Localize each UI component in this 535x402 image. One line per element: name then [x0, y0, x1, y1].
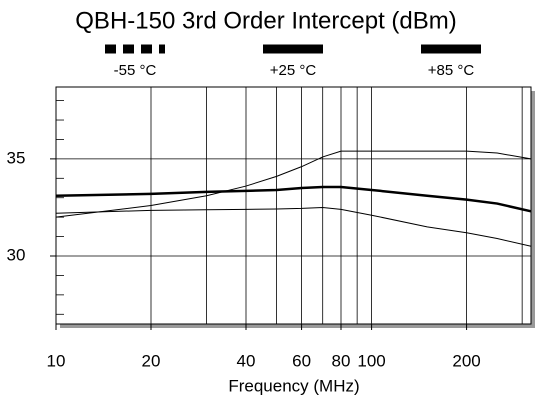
- x-tick-label: 10: [47, 351, 66, 370]
- y-tick-label: 35: [7, 148, 26, 167]
- chart-title: QBH-150 3rd Order Intercept (dBm): [75, 7, 456, 34]
- plot-area: [55, 86, 532, 325]
- legend-label: -55 °C: [114, 62, 157, 79]
- series-line: [55, 150, 532, 218]
- series-line: [55, 206, 532, 247]
- x-tick-label: 60: [292, 351, 311, 370]
- x-tick-label: 200: [452, 351, 480, 370]
- legend-label: +25 °C: [270, 62, 317, 79]
- x-axis-label: Frequency (MHz): [228, 376, 359, 395]
- series-line: [55, 185, 532, 213]
- legend-label: +85 °C: [428, 62, 475, 79]
- y-tick-label: 30: [7, 245, 26, 264]
- x-tick-label: 80: [332, 351, 351, 370]
- x-tick-label: 100: [357, 351, 385, 370]
- x-tick-label: 20: [142, 351, 161, 370]
- x-tick-label: 40: [237, 351, 256, 370]
